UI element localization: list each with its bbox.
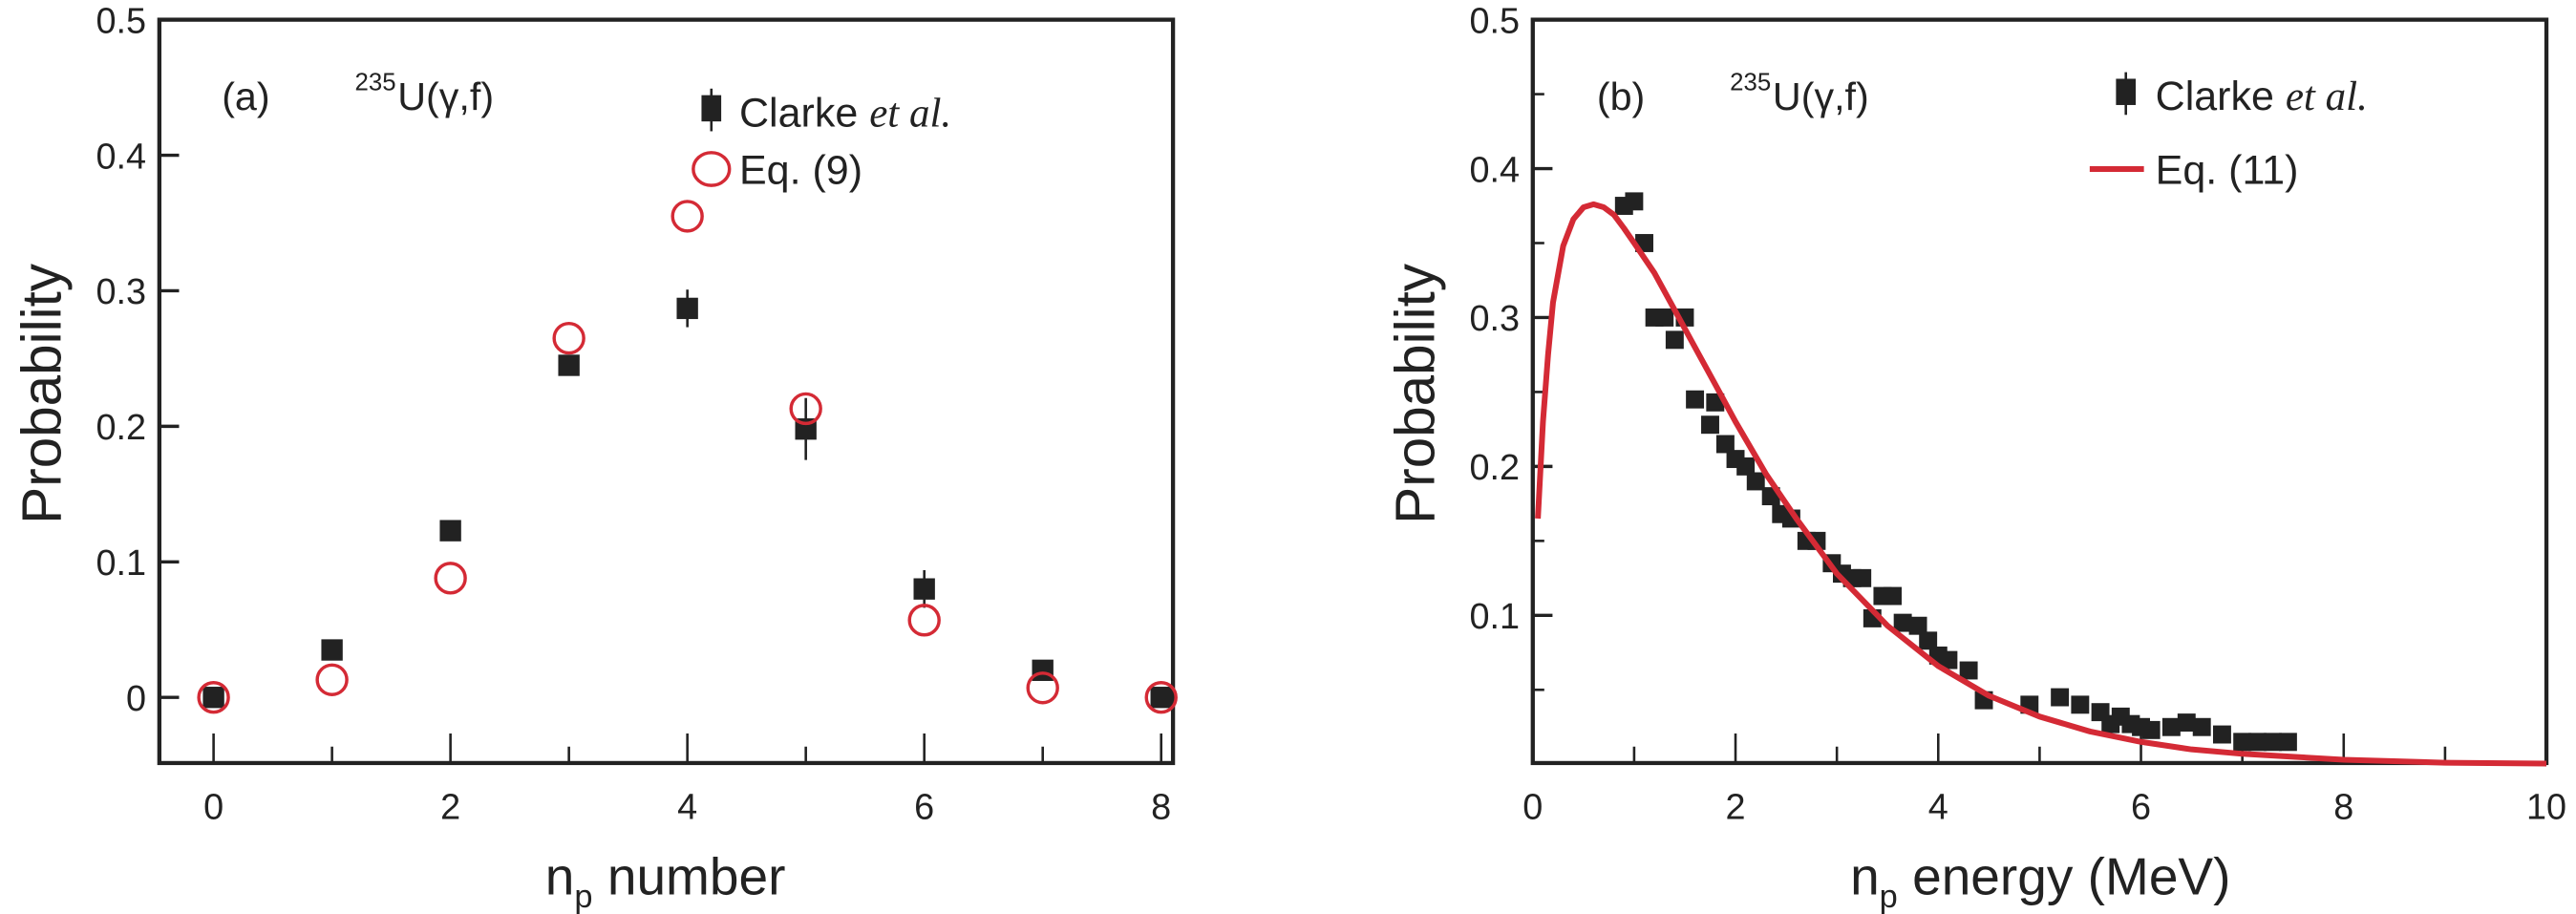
- x-tick-label: 6: [914, 787, 934, 827]
- clarke-point: [1939, 650, 1958, 670]
- legend-a-circle-marker: [692, 151, 732, 187]
- panel-b-reaction: U(γ,f): [1773, 74, 1869, 118]
- eq9-point: [1026, 671, 1059, 705]
- panel-a-ticks: 0 0.1 0.2 0.3 0.4 0.5 0 2 4 6 8: [96, 1, 1172, 827]
- eq9-point: [1144, 681, 1178, 714]
- clarke-point: [1959, 661, 1978, 680]
- panel-a: 0 0.1 0.2 0.3 0.4 0.5 0 2 4 6 8 (a) 235 U(γ,f) Cla…: [11, 1, 1178, 914]
- panel-a-legend: Clarke et al. Eq. (9): [692, 88, 951, 193]
- clarke-point: [1919, 631, 1938, 650]
- clarke-point: [2177, 713, 2196, 733]
- clarke-point: [1665, 330, 1684, 350]
- clarke-point: [1032, 659, 1054, 681]
- clarke-point: [1884, 586, 1902, 606]
- y-tick-label: 0.2: [96, 408, 147, 448]
- eq9-point: [552, 321, 585, 355]
- clarke-point: [1625, 192, 1644, 211]
- clarke-point: [2233, 733, 2252, 752]
- clarke-point: [913, 578, 935, 600]
- legend-a-etal: et al.: [869, 91, 951, 136]
- panel-b-label: (b): [1597, 74, 1645, 118]
- legend-a-clarke: Clarke: [739, 90, 869, 136]
- y-tick-label: 0: [126, 679, 146, 719]
- legend-b-eq11: Eq. (11): [2156, 147, 2299, 193]
- svg-text:Clarke et al.: Clarke et al.: [2156, 74, 2368, 119]
- panel-b-marks: [1535, 192, 2547, 767]
- y-tick-label: 0.5: [96, 1, 147, 41]
- y-tick-label: 0.4: [1469, 150, 1520, 190]
- x-tick-label: 0: [1522, 787, 1543, 827]
- x-tick-label: 2: [440, 787, 460, 827]
- x-tick-label: 4: [677, 787, 697, 827]
- clarke-point: [1686, 390, 1705, 409]
- x-tick-label: 10: [2526, 787, 2566, 827]
- clarke-point: [2141, 720, 2161, 739]
- x-tick-label: 8: [1151, 787, 1171, 827]
- eq9-point: [907, 604, 941, 637]
- eq9-point: [671, 200, 704, 233]
- legend-b-etal: et al.: [2286, 74, 2368, 119]
- clarke-point: [676, 297, 698, 320]
- clarke-point: [558, 354, 580, 376]
- clarke-point: [1893, 613, 1912, 632]
- clarke-point: [1701, 415, 1719, 435]
- clarke-point: [1655, 308, 1674, 327]
- legend-b-square-marker: [2116, 78, 2137, 105]
- y-tick-label: 0.1: [1469, 597, 1520, 637]
- clarke-point: [2051, 688, 2070, 707]
- panel-b-legend: Clarke et al. Eq. (11): [2089, 72, 2368, 193]
- clarke-point: [321, 639, 343, 661]
- eq9-point: [315, 663, 349, 696]
- eq11-curve: [1535, 201, 2547, 767]
- eq9-point: [197, 681, 230, 714]
- panel-b-reaction-mass: 235: [1730, 70, 1771, 96]
- y-tick-label: 0.4: [96, 137, 147, 177]
- x-tick-label: 2: [1726, 787, 1746, 827]
- clarke-point: [1736, 457, 1756, 476]
- panel-a-ylabel: Probability: [11, 263, 74, 523]
- eq9-point: [789, 392, 822, 426]
- legend-b-clarke: Clarke: [2156, 74, 2286, 119]
- clarke-point: [2212, 725, 2231, 744]
- y-tick-label: 0.3: [96, 272, 147, 312]
- clarke-point: [2192, 717, 2211, 736]
- y-tick-label: 0.5: [1469, 1, 1520, 41]
- panel-b-ticks: 0.1 0.2 0.3 0.4 0.5 0 2 4 6 8 10: [1469, 1, 2566, 827]
- panel-a-xlabel: np number: [545, 846, 786, 914]
- eq9-point: [434, 562, 467, 595]
- panel-b-ylabel: Probability: [1385, 263, 1447, 523]
- legend-a-square-marker: [701, 95, 722, 122]
- clarke-point: [2161, 717, 2181, 736]
- panel-b-xlabel: np energy (MeV): [1850, 846, 2230, 914]
- x-tick-label: 6: [2131, 787, 2151, 827]
- legend-a-eq9: Eq. (9): [739, 147, 862, 193]
- svg-text:Clarke et al.: Clarke et al.: [739, 90, 951, 136]
- clarke-point: [2278, 733, 2297, 752]
- clarke-point: [439, 520, 461, 542]
- panel-b-frame: [1530, 17, 2549, 766]
- clarke-point: [2071, 695, 2090, 714]
- clarke-point: [202, 687, 224, 709]
- x-tick-label: 0: [203, 787, 224, 827]
- panel-a-label: (a): [222, 74, 269, 118]
- y-tick-label: 0.2: [1469, 448, 1520, 488]
- panel-a-reaction-mass: 235: [355, 70, 396, 96]
- clarke-point: [2248, 733, 2267, 752]
- clarke-point: [1853, 568, 1872, 587]
- clarke-point: [1908, 616, 1927, 635]
- panel-a-frame: [157, 17, 1176, 766]
- panel-a-reaction: U(γ,f): [397, 74, 494, 118]
- x-tick-label: 4: [1928, 787, 1948, 827]
- y-tick-label: 0.1: [96, 543, 147, 584]
- clarke-point: [1746, 472, 1765, 491]
- panel-a-marks: [197, 200, 1178, 714]
- clarke-point: [1715, 435, 1735, 454]
- x-tick-label: 8: [2333, 787, 2353, 827]
- clarke-point: [1150, 687, 1172, 709]
- clarke-point: [2264, 733, 2282, 752]
- y-tick-label: 0.3: [1469, 299, 1520, 339]
- panel-b: 0.1 0.2 0.3 0.4 0.5 0 2 4 6 8 10 (b) 235 U(γ,f) Cl…: [1385, 1, 2567, 914]
